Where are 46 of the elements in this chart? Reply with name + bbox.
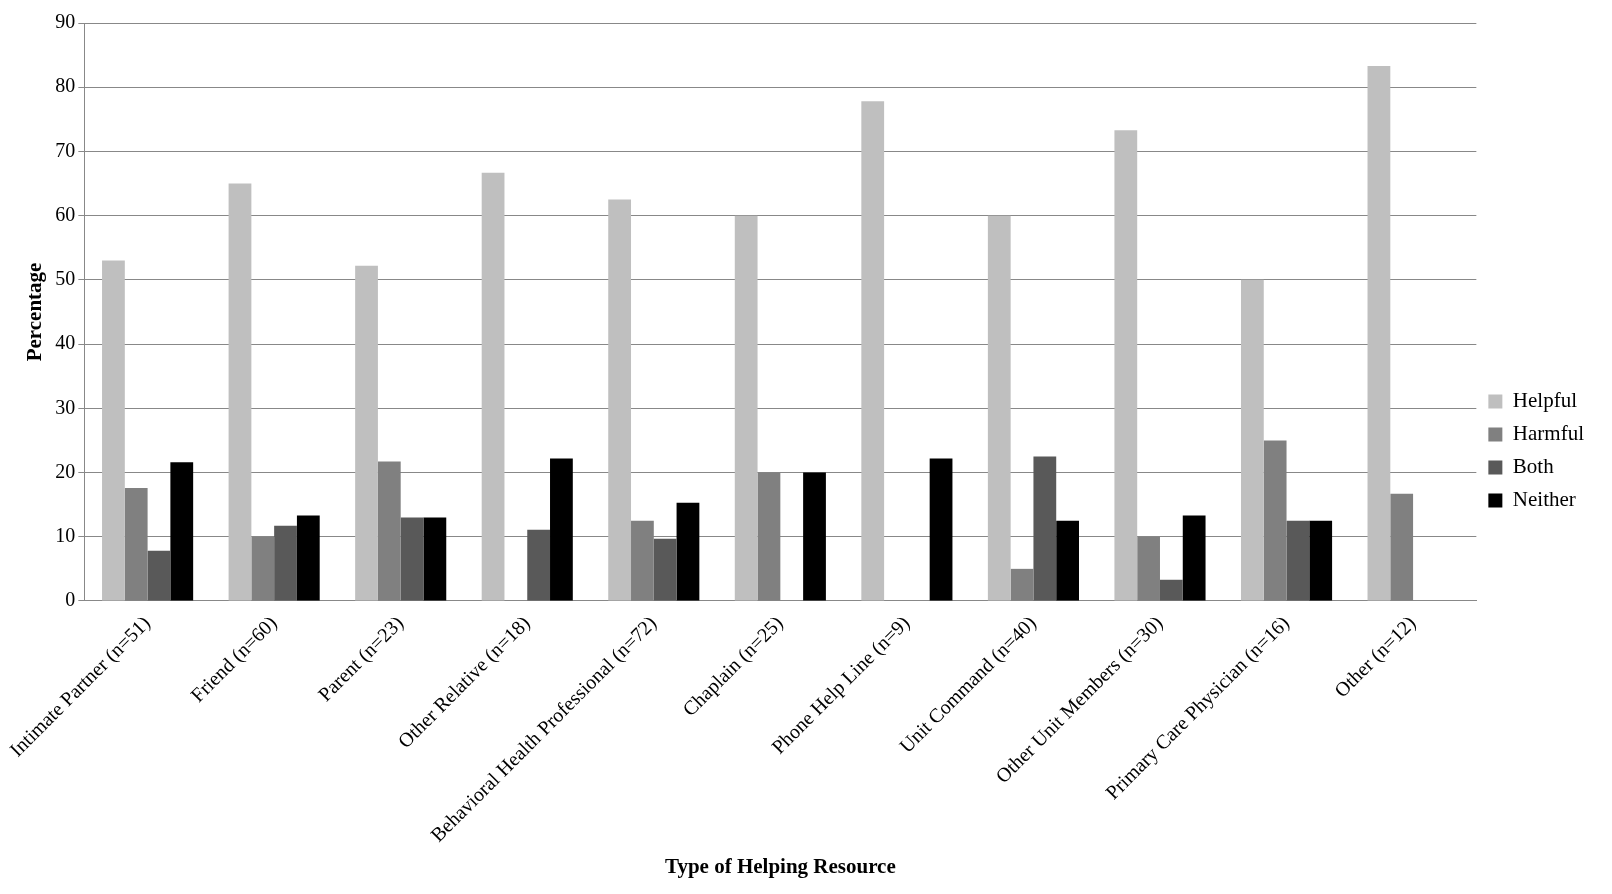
- y-tick-label: 50: [55, 267, 76, 290]
- y-tick-label: 0: [65, 588, 76, 611]
- y-tick-label: 70: [55, 138, 76, 161]
- bar: [1010, 568, 1034, 601]
- bar: [228, 183, 252, 601]
- legend-label: Both: [1512, 454, 1555, 479]
- y-tick-label: 40: [55, 331, 76, 354]
- y-tick-label: 80: [55, 74, 76, 97]
- bar: [550, 458, 573, 601]
- bar: [929, 458, 953, 601]
- y-tick-label: 20: [55, 459, 76, 482]
- bar: [676, 502, 700, 601]
- bar: [987, 215, 1011, 601]
- bar: [481, 172, 505, 601]
- bar: [423, 517, 447, 601]
- bar: [274, 525, 297, 601]
- bar: [102, 260, 125, 601]
- bar: [734, 215, 758, 601]
- bar: [1114, 130, 1138, 601]
- bar: [653, 538, 677, 601]
- bar: [1286, 520, 1310, 601]
- y-tick-label: 60: [55, 202, 76, 225]
- bar: [147, 550, 171, 601]
- legend-label: Helpful: [1512, 388, 1578, 413]
- y-tick-label: 90: [55, 10, 76, 33]
- bar: [803, 472, 826, 601]
- bar: [296, 515, 320, 601]
- bar: [1367, 66, 1391, 601]
- y-tick-label: 10: [55, 523, 76, 546]
- bar: [170, 462, 194, 601]
- y-axis-title: Percentage: [22, 262, 47, 362]
- bar: [1056, 520, 1079, 601]
- bar: [1033, 456, 1057, 601]
- bar: [608, 199, 632, 601]
- bar: [1182, 515, 1206, 601]
- bar: [1240, 279, 1264, 601]
- legend-label: Neither: [1512, 487, 1576, 512]
- bar: [861, 101, 885, 601]
- bar: [1309, 520, 1333, 601]
- y-tick-label: 30: [55, 395, 76, 418]
- x-axis-title: Type of Helping Resource: [664, 853, 896, 878]
- bar: [355, 265, 378, 601]
- legend-label: Harmful: [1512, 421, 1585, 446]
- bar: [1159, 579, 1183, 601]
- bar: [400, 517, 424, 601]
- bar: [527, 529, 551, 601]
